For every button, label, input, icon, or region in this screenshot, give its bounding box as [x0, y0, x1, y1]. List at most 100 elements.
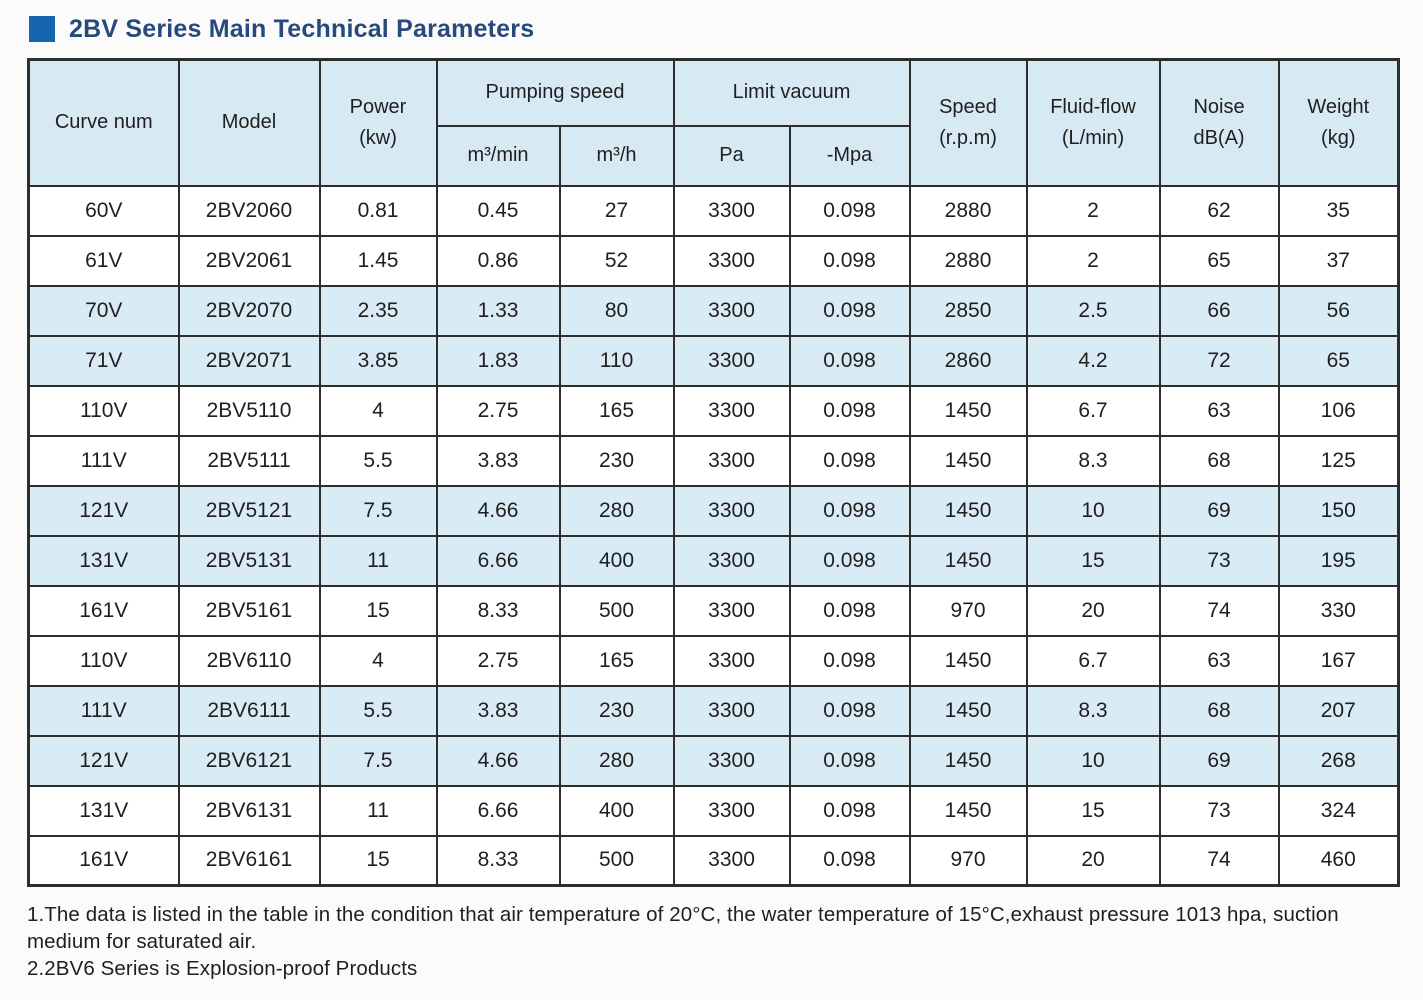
cell-weight: 106: [1277, 384, 1400, 437]
cell-fluid-flow: 8.3: [1025, 434, 1161, 487]
table-row: 110V 2BV5110 4 2.75 165 3300 0.098 1450 6.7 63 106: [27, 384, 1400, 437]
cell-pumping-m3min: 4.66: [435, 484, 561, 537]
cell-speed: 1450: [908, 684, 1028, 737]
cell-speed: 1450: [908, 534, 1028, 587]
cell-speed: 2880: [908, 234, 1028, 287]
cell-fluid-flow: 4.2: [1025, 334, 1161, 387]
cell-curve-num: 110V: [27, 634, 180, 687]
header-noise-label: Noise: [1193, 95, 1245, 118]
cell-speed: 970: [908, 584, 1028, 637]
cell-model: 2BV6131: [177, 784, 321, 837]
cell-speed: 1450: [908, 434, 1028, 487]
cell-pumping-m3h: 400: [558, 534, 675, 587]
footnote-1: 1.The data is listed in the table in the…: [27, 903, 1339, 954]
header-weight-unit: (kg): [1321, 126, 1356, 149]
cell-pumping-m3min: 8.33: [435, 834, 561, 887]
cell-vacuum-pa: 3300: [672, 684, 791, 737]
cell-pumping-m3min: 3.83: [435, 684, 561, 737]
cell-noise: 62: [1158, 184, 1280, 237]
cell-power: 3.85: [318, 334, 438, 387]
cell-pumping-m3h: 165: [558, 634, 675, 687]
cell-vacuum-pa: 3300: [672, 584, 791, 637]
cell-vacuum-mpa: 0.098: [788, 284, 911, 337]
table-row: 131V 2BV5131 11 6.66 400 3300 0.098 1450 15 73 195: [27, 534, 1400, 587]
cell-fluid-flow: 10: [1025, 734, 1161, 787]
cell-curve-num: 61V: [27, 234, 180, 287]
cell-fluid-flow: 15: [1025, 784, 1161, 837]
cell-noise: 73: [1158, 784, 1280, 837]
table-row: 121V 2BV6121 7.5 4.66 280 3300 0.098 1450 10 69 26…: [27, 734, 1400, 787]
cell-pumping-m3min: 3.83: [435, 434, 561, 487]
table-row: 61V 2BV2061 1.45 0.86 52 3300 0.098 2880 2 65 37: [27, 234, 1400, 287]
cell-speed: 1450: [908, 734, 1028, 787]
cell-pumping-m3min: 1.83: [435, 334, 561, 387]
table-header: Curve num Model Power (kw) Pumping speed…: [27, 58, 1400, 187]
cell-noise: 68: [1158, 684, 1280, 737]
cell-vacuum-mpa: 0.098: [788, 384, 911, 437]
cell-weight: 167: [1277, 634, 1400, 687]
cell-curve-num: 70V: [27, 284, 180, 337]
cell-curve-num: 121V: [27, 734, 180, 787]
table-row: 121V 2BV5121 7.5 4.66 280 3300 0.098 1450 10 69 15…: [27, 484, 1400, 537]
cell-pumping-m3min: 0.45: [435, 184, 561, 237]
cell-noise: 68: [1158, 434, 1280, 487]
cell-fluid-flow: 15: [1025, 534, 1161, 587]
header-unit-mpa: -Mpa: [788, 124, 911, 187]
header-limit-vacuum: Limit vacuum: [672, 58, 911, 127]
header-fluid-flow-label: Fluid-flow: [1050, 95, 1136, 118]
cell-vacuum-mpa: 0.098: [788, 534, 911, 587]
cell-model: 2BV5161: [177, 584, 321, 637]
cell-vacuum-pa: 3300: [672, 284, 791, 337]
header-weight-label: Weight: [1307, 95, 1370, 118]
header-pumping-speed: Pumping speed: [435, 58, 675, 127]
cell-vacuum-mpa: 0.098: [788, 484, 911, 537]
cell-speed: 1450: [908, 384, 1028, 437]
cell-pumping-m3h: 165: [558, 384, 675, 437]
table-body: 60V 2BV2060 0.81 0.45 27 3300 0.098 2880 2 62 35 61…: [27, 184, 1400, 887]
cell-curve-num: 161V: [27, 584, 180, 637]
cell-weight: 65: [1277, 334, 1400, 387]
cell-pumping-m3h: 80: [558, 284, 675, 337]
cell-power: 0.81: [318, 184, 438, 237]
cell-speed: 2880: [908, 184, 1028, 237]
footnote-2: 2.2BV6 Series is Explosion-proof Product…: [27, 957, 418, 981]
cell-fluid-flow: 6.7: [1025, 634, 1161, 687]
cell-curve-num: 161V: [27, 834, 180, 887]
cell-model: 2BV2071: [177, 334, 321, 387]
cell-vacuum-mpa: 0.098: [788, 634, 911, 687]
cell-fluid-flow: 6.7: [1025, 384, 1161, 437]
header-unit-pa: Pa: [672, 124, 791, 187]
table-row: 110V 2BV6110 4 2.75 165 3300 0.098 1450 6.7 63 167: [27, 634, 1400, 687]
cell-power: 15: [318, 834, 438, 887]
cell-model: 2BV6111: [177, 684, 321, 737]
cell-curve-num: 131V: [27, 534, 180, 587]
cell-pumping-m3min: 0.86: [435, 234, 561, 287]
cell-pumping-m3min: 2.75: [435, 384, 561, 437]
table-row: 161V 2BV5161 15 8.33 500 3300 0.098 970 20 74 330: [27, 584, 1400, 637]
cell-speed: 1450: [908, 784, 1028, 837]
cell-fluid-flow: 20: [1025, 584, 1161, 637]
cell-weight: 324: [1277, 784, 1400, 837]
cell-fluid-flow: 20: [1025, 834, 1161, 887]
header-unit-m3min: m³/min: [435, 124, 561, 187]
cell-noise: 69: [1158, 484, 1280, 537]
cell-model: 2BV2070: [177, 284, 321, 337]
cell-fluid-flow: 10: [1025, 484, 1161, 537]
cell-model: 2BV6110: [177, 634, 321, 687]
header-noise: Noise dB(A): [1158, 58, 1280, 187]
cell-power: 5.5: [318, 684, 438, 737]
cell-pumping-m3h: 230: [558, 434, 675, 487]
cell-power: 7.5: [318, 484, 438, 537]
cell-fluid-flow: 2: [1025, 184, 1161, 237]
cell-vacuum-pa: 3300: [672, 484, 791, 537]
cell-weight: 125: [1277, 434, 1400, 487]
cell-power: 15: [318, 584, 438, 637]
cell-model: 2BV5110: [177, 384, 321, 437]
cell-pumping-m3h: 52: [558, 234, 675, 287]
header-speed-unit: (r.p.m): [939, 126, 997, 149]
cell-curve-num: 111V: [27, 684, 180, 737]
cell-pumping-m3h: 400: [558, 784, 675, 837]
cell-vacuum-mpa: 0.098: [788, 584, 911, 637]
table-row: 60V 2BV2060 0.81 0.45 27 3300 0.098 2880 2 62 35: [27, 184, 1400, 237]
header-fluid-flow-unit: (L/min): [1061, 126, 1125, 149]
